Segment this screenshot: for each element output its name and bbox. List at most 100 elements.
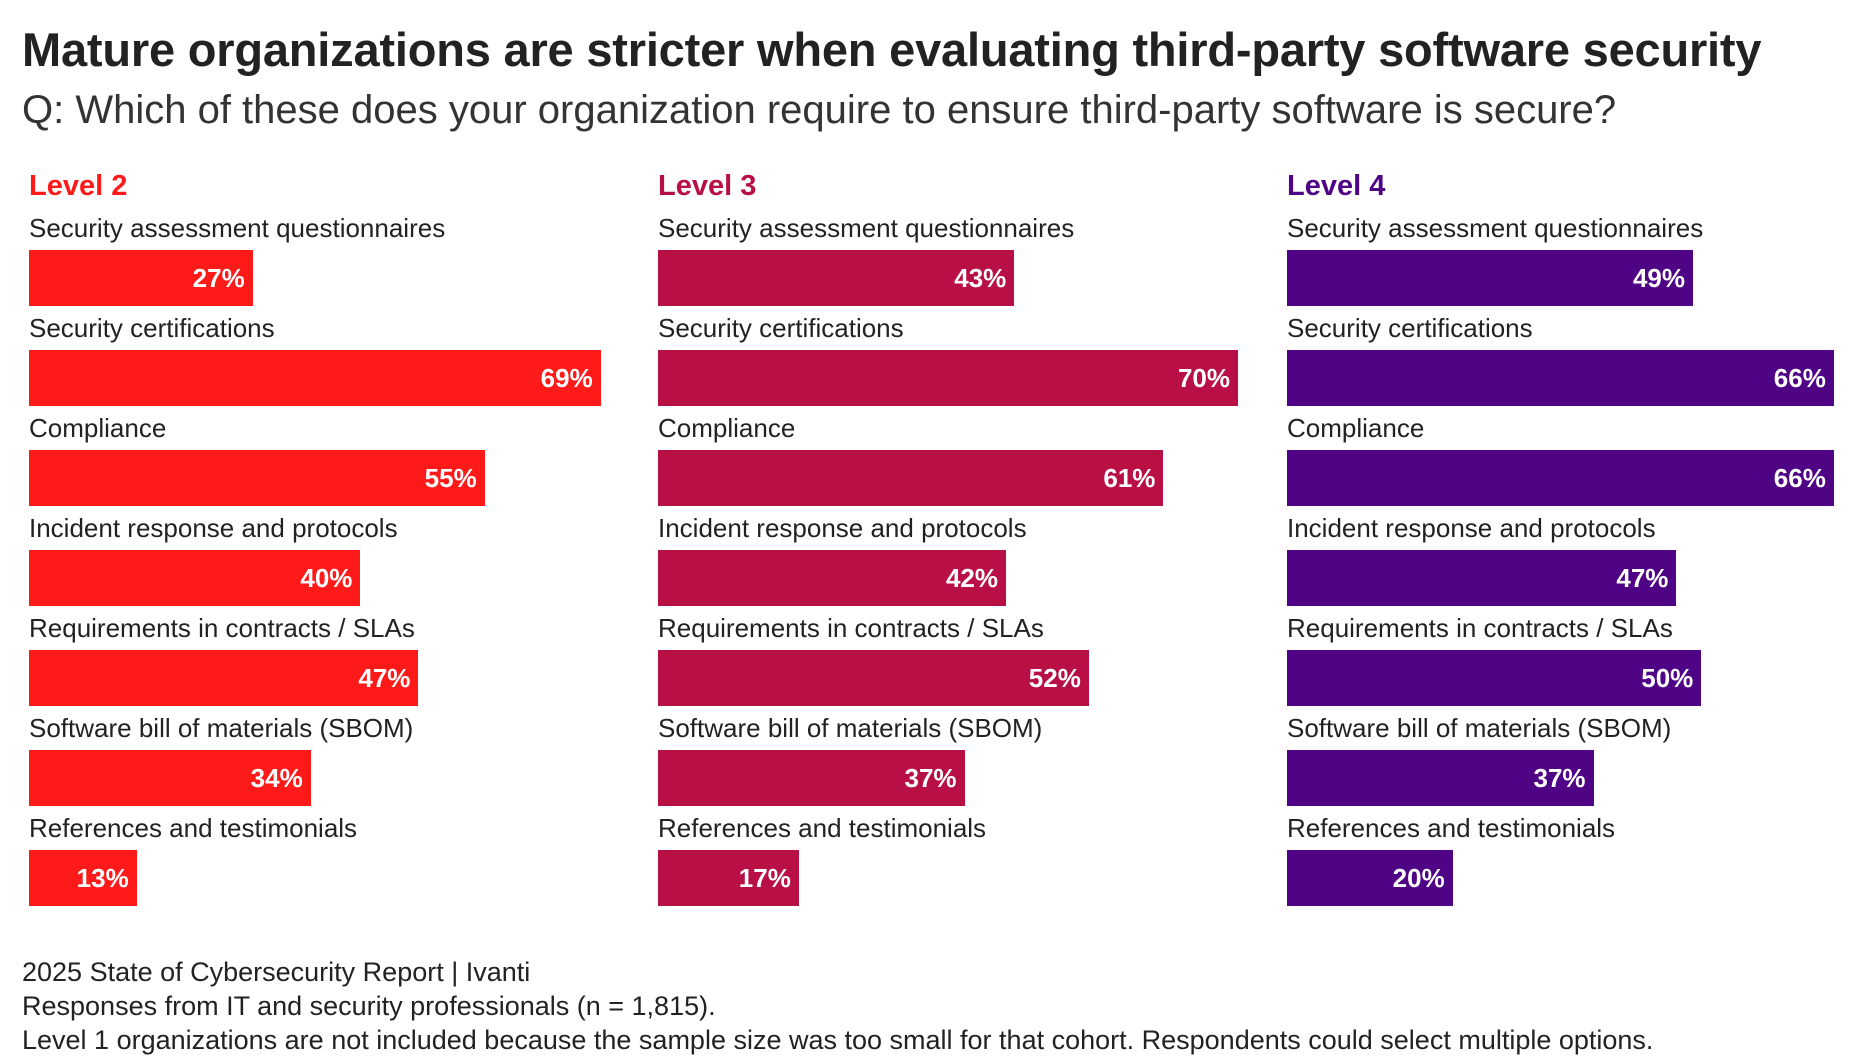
category-label: Requirements in contracts / SLAs <box>1287 613 1673 643</box>
bar-track: 49% <box>1287 250 1867 306</box>
bar-row: Incident response and protocols 42% <box>658 506 1258 606</box>
category-label: References and testimonials <box>658 813 987 843</box>
bar-row: Security assessment questionnaires 27% <box>29 206 629 306</box>
panel-title: Level 2 <box>29 170 128 202</box>
bar-track: 20% <box>1287 850 1867 906</box>
category-label: Software bill of materials (SBOM) <box>29 713 414 743</box>
data-label: 42% <box>945 562 998 593</box>
bar: 43% <box>658 250 1015 306</box>
chart-title: Mature organizations are stricter when e… <box>22 23 1762 76</box>
data-label: 55% <box>424 462 477 493</box>
bar: 34% <box>29 750 311 806</box>
bar-track: 37% <box>658 750 1238 806</box>
bar-track: 27% <box>29 250 609 306</box>
bar-row: References and testimonials 13% <box>29 806 629 906</box>
bar-track: 61% <box>658 450 1238 506</box>
bar-row: Compliance 55% <box>29 406 629 506</box>
data-label: 47% <box>1616 562 1669 593</box>
bar-row: Incident response and protocols 47% <box>1287 506 1868 606</box>
data-label: 20% <box>1392 862 1445 893</box>
bar: 66% <box>1287 350 1834 406</box>
bar-track: 47% <box>29 650 609 706</box>
category-label: Requirements in contracts / SLAs <box>29 613 415 643</box>
bar: 13% <box>29 850 137 906</box>
panel-title: Level 3 <box>658 170 757 202</box>
bar: 37% <box>658 750 965 806</box>
bar-row: Compliance 66% <box>1287 406 1868 506</box>
bar-row: Security assessment questionnaires 43% <box>658 206 1258 306</box>
data-label: 47% <box>358 662 411 693</box>
bar: 47% <box>1287 550 1677 606</box>
category-label: Security certifications <box>658 313 904 343</box>
bar: 61% <box>658 450 1164 506</box>
category-label: Compliance <box>658 413 796 443</box>
data-label: 52% <box>1028 662 1081 693</box>
category-label: Software bill of materials (SBOM) <box>1287 713 1672 743</box>
chart-footer: 2025 State of Cybersecurity Report | Iva… <box>22 955 1653 1057</box>
data-label: 49% <box>1632 262 1685 293</box>
footer-note: Level 1 organizations are not included b… <box>22 1025 1654 1055</box>
bar-row: Security certifications 69% <box>29 306 629 406</box>
category-label: Security certifications <box>29 313 275 343</box>
bar-track: 37% <box>1287 750 1867 806</box>
category-label: Security assessment questionnaires <box>658 213 1075 243</box>
category-label: Compliance <box>29 413 167 443</box>
bar-row: Security certifications 66% <box>1287 306 1868 406</box>
bar: 66% <box>1287 450 1834 506</box>
data-label: 13% <box>76 862 129 893</box>
category-label: Software bill of materials (SBOM) <box>658 713 1043 743</box>
data-label: 37% <box>904 762 957 793</box>
bar-track: 69% <box>29 350 609 406</box>
bar-track: 34% <box>29 750 609 806</box>
category-label: Incident response and protocols <box>29 513 398 543</box>
bar-track: 66% <box>1287 350 1867 406</box>
data-label: 61% <box>1103 462 1156 493</box>
data-label: 70% <box>1177 362 1230 393</box>
data-label: 43% <box>954 262 1007 293</box>
bar-track: 40% <box>29 550 609 606</box>
bar-row: Incident response and protocols 40% <box>29 506 629 606</box>
bar-row: References and testimonials 17% <box>658 806 1258 906</box>
panel-level-2: Level 2 Security assessment questionnaire… <box>29 166 629 906</box>
data-label: 50% <box>1641 662 1694 693</box>
bar: 70% <box>658 350 1238 406</box>
category-label: Requirements in contracts / SLAs <box>658 613 1044 643</box>
data-label: 17% <box>738 862 791 893</box>
bar: 69% <box>29 350 601 406</box>
bar: 17% <box>658 850 799 906</box>
category-label: References and testimonials <box>1287 813 1616 843</box>
category-label: References and testimonials <box>29 813 358 843</box>
bar-row: Requirements in contracts / SLAs 50% <box>1287 606 1868 706</box>
data-label: 66% <box>1773 362 1826 393</box>
data-label: 40% <box>300 562 353 593</box>
data-label: 66% <box>1773 462 1826 493</box>
bar-row: Requirements in contracts / SLAs 47% <box>29 606 629 706</box>
panel-title: Level 4 <box>1287 170 1386 202</box>
data-label: 34% <box>250 762 303 793</box>
bar: 55% <box>29 450 485 506</box>
bar-row: References and testimonials 20% <box>1287 806 1868 906</box>
bar: 20% <box>1287 850 1453 906</box>
bar-row: Software bill of materials (SBOM) 37% <box>1287 706 1868 806</box>
bar-track: 13% <box>29 850 609 906</box>
bar: 40% <box>29 550 361 606</box>
bar: 37% <box>1287 750 1594 806</box>
category-label: Incident response and protocols <box>658 513 1027 543</box>
bar-track: 70% <box>658 350 1238 406</box>
bar-track: 47% <box>1287 550 1867 606</box>
bar: 49% <box>1287 250 1693 306</box>
bar: 42% <box>658 550 1006 606</box>
category-label: Compliance <box>1287 413 1425 443</box>
panel-level-3: Level 3 Security assessment questionnaire… <box>658 166 1258 906</box>
bar: 50% <box>1287 650 1702 706</box>
bar: 27% <box>29 250 253 306</box>
bar-track: 42% <box>658 550 1238 606</box>
bar-row: Security assessment questionnaires 49% <box>1287 206 1868 306</box>
bar-track: 43% <box>658 250 1238 306</box>
footer-source: 2025 State of Cybersecurity Report | Iva… <box>22 957 531 987</box>
bar-track: 50% <box>1287 650 1867 706</box>
bar-track: 66% <box>1287 450 1867 506</box>
footer-responses: Responses from IT and security professio… <box>22 991 716 1021</box>
bar-row: Software bill of materials (SBOM) 34% <box>29 706 629 806</box>
bar: 47% <box>29 650 419 706</box>
